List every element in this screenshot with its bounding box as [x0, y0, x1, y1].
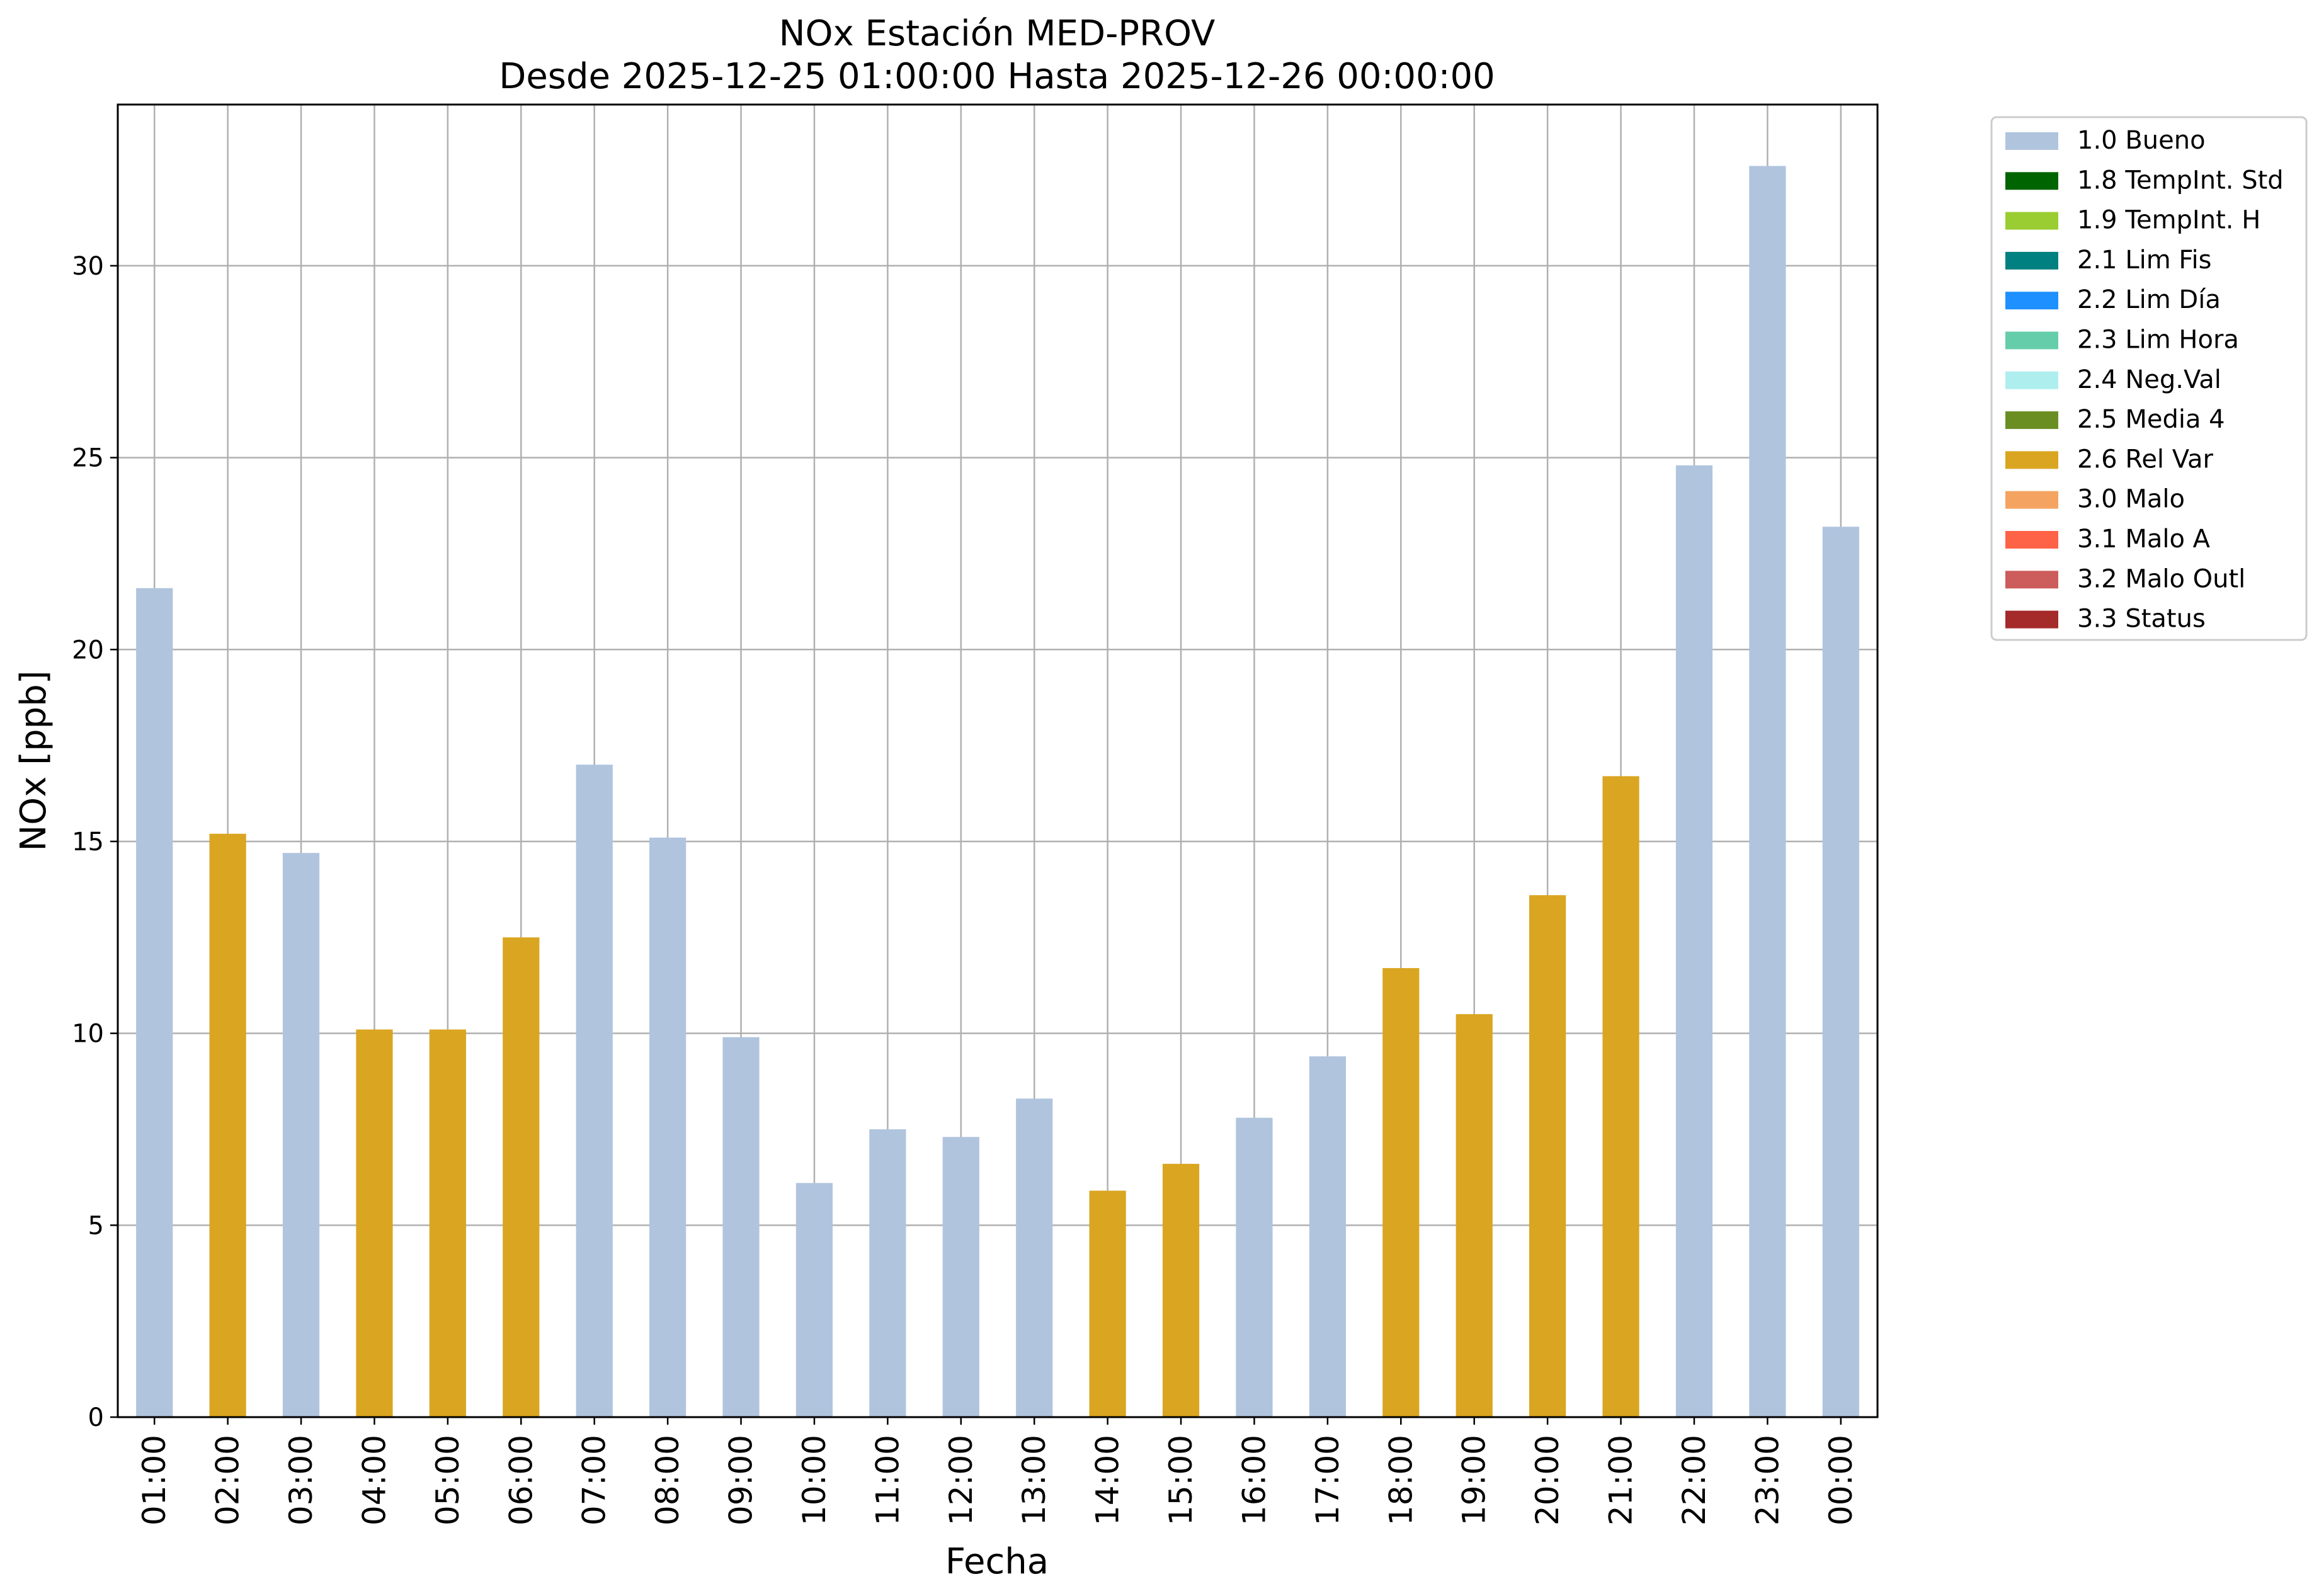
x-axis-ticks: 01:00 02:00 03:00 04:00 05:00 06:00 07:00 08:00…	[136, 1417, 1859, 1525]
x-tick-label: 03:00	[283, 1435, 319, 1525]
x-tick-label: 15:00	[1163, 1435, 1199, 1525]
bar-0800	[649, 837, 687, 1417]
legend-label: 2.5 Media 4	[2077, 405, 2225, 434]
x-tick-label: 05:00	[430, 1435, 466, 1525]
legend-swatch	[2005, 411, 2058, 430]
bar-0600	[503, 937, 540, 1417]
x-tick-label: 13:00	[1016, 1435, 1052, 1525]
bar-0500	[429, 1029, 466, 1417]
legend-swatch	[2005, 451, 2058, 469]
bar-2000	[1529, 895, 1566, 1417]
bar-2100	[1602, 776, 1639, 1417]
x-tick-label: 10:00	[796, 1435, 833, 1525]
x-tick-label: 16:00	[1236, 1435, 1272, 1525]
legend-label: 2.4 Neg.Val	[2077, 365, 2221, 394]
y-tick-label: 15	[72, 828, 104, 857]
legend-swatch	[2005, 531, 2058, 549]
x-tick-label: 17:00	[1309, 1435, 1346, 1525]
bars-group	[136, 166, 1859, 1417]
legend: 1.0 Bueno 1.8 TempInt. Std 1.9 TempInt. H 2…	[1990, 116, 2308, 641]
x-tick-label: 04:00	[356, 1435, 392, 1525]
x-tick-label: 23:00	[1749, 1435, 1786, 1525]
bar-0300	[282, 853, 320, 1417]
bar-2200	[1675, 465, 1713, 1417]
x-tick-label: 06:00	[503, 1435, 539, 1525]
legend-label: 3.2 Malo Outl	[2077, 564, 2245, 593]
y-axis-ticks: 0 5 10 15 20 25 30	[72, 252, 118, 1432]
bar-0100	[136, 588, 173, 1417]
legend-label: 2.1 Lim Fis	[2077, 246, 2211, 275]
y-tick-label: 10	[72, 1020, 104, 1049]
legend-label: 2.2 Lim Día	[2077, 285, 2221, 314]
bar-1300	[1016, 1098, 1053, 1417]
chart-title: NOx Estación MED-PROV	[779, 13, 1216, 54]
x-tick-label: 01:00	[136, 1435, 173, 1525]
y-tick-label: 25	[72, 444, 104, 473]
legend-label: 2.3 Lim Hora	[2077, 326, 2239, 355]
legend-label: 3.1 Malo A	[2077, 525, 2211, 554]
legend-swatch	[2005, 212, 2058, 230]
legend-label: 3.3 Status	[2077, 605, 2206, 634]
x-tick-label: 00:00	[1823, 1435, 1859, 1525]
legend-swatch	[2005, 132, 2058, 150]
x-tick-label: 18:00	[1382, 1435, 1419, 1525]
bar-2300	[1749, 166, 1786, 1417]
x-tick-label: 22:00	[1676, 1435, 1712, 1525]
bar-0900	[722, 1037, 760, 1417]
legend-swatch	[2005, 371, 2058, 389]
bar-0400	[356, 1029, 393, 1417]
bar-0700	[576, 765, 613, 1417]
y-axis-label: NOx [ppb]	[13, 670, 54, 851]
x-tick-label: 09:00	[723, 1435, 760, 1525]
legend-swatch	[2005, 331, 2058, 350]
x-tick-label: 07:00	[576, 1435, 613, 1525]
x-tick-label: 08:00	[649, 1435, 686, 1525]
bar-0200	[209, 833, 246, 1417]
bar-0000	[1822, 527, 1859, 1417]
bar-1900	[1456, 1014, 1493, 1417]
legend-label: 2.6 Rel Var	[2077, 445, 2214, 474]
legend-label: 1.0 Bueno	[2077, 126, 2206, 155]
bar-1500	[1162, 1163, 1200, 1417]
x-tick-label: 14:00	[1090, 1435, 1126, 1525]
legend-label: 1.8 TempInt. Std	[2077, 166, 2284, 195]
y-tick-label: 0	[88, 1403, 104, 1432]
y-tick-label: 20	[72, 636, 104, 664]
bar-1400	[1089, 1190, 1126, 1417]
legend-swatch	[2005, 172, 2058, 190]
x-tick-label: 02:00	[210, 1435, 246, 1525]
bar-1700	[1309, 1056, 1346, 1417]
bar-1800	[1382, 968, 1420, 1417]
bar-1600	[1236, 1117, 1273, 1417]
chart-subtitle: Desde 2025-12-25 01:00:00 Hasta 2025-12-…	[499, 56, 1495, 97]
x-tick-label: 12:00	[943, 1435, 979, 1525]
y-tick-label: 5	[88, 1211, 104, 1240]
bar-1000	[795, 1183, 833, 1417]
bar-1100	[869, 1129, 906, 1417]
legend-swatch	[2005, 292, 2058, 310]
x-tick-label: 20:00	[1529, 1435, 1566, 1525]
legend-label: 3.0 Malo	[2077, 485, 2185, 514]
x-axis-label: Fecha	[945, 1541, 1049, 1582]
legend-swatch	[2005, 251, 2058, 270]
y-tick-label: 30	[72, 252, 104, 281]
legend-label: 1.9 TempInt. H	[2077, 206, 2260, 235]
legend-frame	[1990, 116, 2308, 641]
legend-swatch	[2005, 610, 2058, 629]
legend-swatch	[2005, 571, 2058, 589]
plot-frame	[117, 103, 1879, 1418]
x-tick-label: 11:00	[869, 1435, 906, 1525]
legend-swatch	[2005, 491, 2058, 509]
x-tick-label: 21:00	[1603, 1435, 1639, 1525]
x-tick-label: 19:00	[1456, 1435, 1493, 1525]
bar-1200	[942, 1137, 979, 1417]
